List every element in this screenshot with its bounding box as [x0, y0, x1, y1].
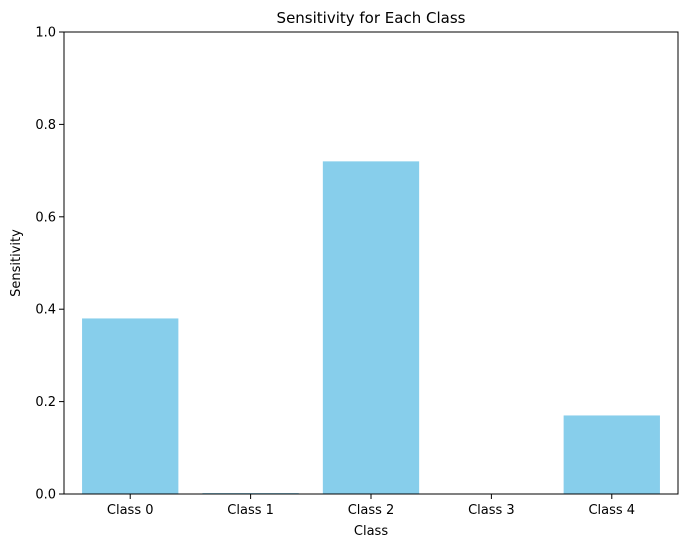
- y-tick-label: 0.4: [35, 303, 56, 318]
- y-tick-label: 0.8: [35, 118, 56, 133]
- bars-layer: [82, 161, 660, 495]
- y-tick-label: 0.2: [35, 395, 56, 410]
- x-tick-label: Class 1: [227, 503, 274, 518]
- y-tick-label: 0.6: [35, 210, 56, 225]
- x-tick-label: Class 0: [107, 503, 154, 518]
- y-tick-label: 0.0: [35, 488, 56, 503]
- x-tick-label: Class 2: [348, 503, 395, 518]
- y-axis-title: Sensitivity: [9, 229, 24, 297]
- x-tick-label: Class 3: [468, 503, 515, 518]
- x-axis-ticks: Class 0 Class 1 Class 2 Class 3 Class 4: [107, 494, 635, 518]
- bar-class-4: [563, 415, 660, 494]
- y-tick-label: 1.0: [35, 26, 56, 41]
- x-tick-label: Class 4: [588, 503, 635, 518]
- chart-title: Sensitivity for Each Class: [277, 9, 466, 27]
- bar-class-0: [82, 318, 179, 494]
- y-axis-ticks: 0.0 0.2 0.4 0.6 0.8 1.0: [35, 26, 64, 503]
- x-axis-title: Class: [354, 524, 388, 539]
- bar-class-2: [322, 161, 420, 495]
